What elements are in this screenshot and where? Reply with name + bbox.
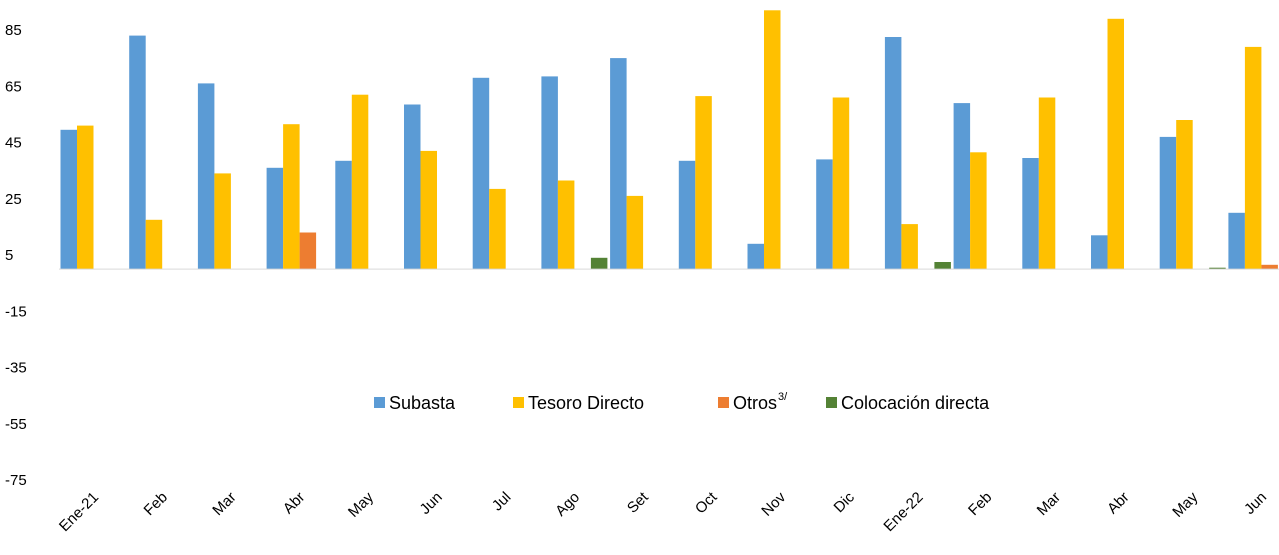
x-tick-label: Feb — [965, 489, 995, 519]
bar-otros-3 — [299, 232, 317, 270]
bar-tesoro-directo-14 — [1038, 97, 1056, 270]
x-tick-label: Oct — [692, 488, 721, 517]
x-tick-label: May — [1169, 488, 1201, 520]
x-tick-label: Ago — [552, 489, 583, 520]
bar-subasta-1 — [129, 35, 146, 269]
bar-subasta-12 — [884, 37, 902, 269]
bar-tesoro-directo-7 — [557, 180, 575, 270]
x-axis-ticks: Ene-21 Feb Mar Abr May Jun Jul Ago Set Oct Nov Dic E… — [56, 488, 1270, 535]
y-tick-label: -15 — [5, 303, 27, 320]
x-tick-label: Mar — [209, 489, 239, 519]
bar-subasta-10 — [747, 243, 764, 270]
bar-tesoro-directo-11 — [832, 97, 850, 270]
y-tick-label: 85 — [5, 22, 22, 39]
bar-subasta-3 — [266, 167, 284, 270]
bar-tesoro-directo-12 — [901, 224, 918, 270]
x-tick-label: May — [345, 488, 377, 520]
x-tick-label: Abr — [280, 489, 309, 518]
legend-swatch-colocaci-n-directa — [826, 397, 837, 408]
bar-colocaci-n-directa-12 — [934, 262, 951, 269]
bar-tesoro-directo-10 — [764, 10, 781, 270]
bars-group — [60, 10, 1278, 270]
bar-subasta-5 — [404, 104, 421, 269]
bar-tesoro-directo-6 — [489, 188, 506, 270]
bar-tesoro-directo-5 — [420, 150, 437, 269]
bar-colocaci-n-directa-16 — [1209, 267, 1226, 270]
bar-subasta-4 — [335, 160, 352, 270]
x-tick-label: Mar — [1034, 489, 1064, 519]
y-tick-label: 45 — [5, 135, 22, 152]
x-tick-label: Jun — [1241, 489, 1270, 518]
bar-subasta-17 — [1228, 212, 1245, 270]
bar-tesoro-directo-13 — [970, 152, 987, 269]
legend-superscript: 3/ — [778, 391, 788, 403]
bar-colocaci-n-directa-7 — [590, 257, 608, 270]
bar-subasta-13 — [953, 103, 971, 269]
bar-tesoro-directo-15 — [1107, 18, 1124, 270]
bar-subasta-8 — [610, 58, 627, 269]
legend-label: Tesoro Directo — [528, 393, 644, 413]
bar-tesoro-directo-16 — [1176, 120, 1193, 270]
x-tick-label: Ene-22 — [880, 489, 926, 535]
legend: Subasta Tesoro Directo Otros 3/Colocación d… — [374, 391, 990, 413]
legend-label: Subasta — [389, 393, 456, 413]
y-tick-label: 5 — [5, 247, 13, 264]
legend-swatch-subasta — [374, 397, 385, 408]
bar-otros-17 — [1261, 264, 1278, 269]
y-axis-ticks: 85 65 45 25 5 -15 -35 -55 -75 — [5, 22, 27, 489]
bar-subasta-9 — [678, 160, 696, 270]
x-tick-label: Ene-21 — [56, 489, 102, 535]
bar-tesoro-directo-3 — [283, 124, 300, 269]
bar-tesoro-directo-9 — [695, 96, 712, 270]
y-tick-label: 25 — [5, 191, 22, 208]
legend-label: Colocación directa — [841, 393, 990, 413]
bar-tesoro-directo-0 — [77, 125, 94, 269]
y-tick-label: -35 — [5, 360, 27, 377]
x-tick-label: Jun — [417, 489, 446, 518]
x-tick-label: Jul — [489, 489, 515, 515]
legend-label: Otros — [733, 393, 777, 413]
bar-subasta-11 — [816, 159, 833, 270]
bar-tesoro-directo-8 — [626, 195, 644, 269]
y-tick-label: -55 — [5, 416, 27, 433]
bar-tesoro-directo-4 — [351, 94, 369, 270]
bar-subasta-14 — [1022, 158, 1039, 270]
bar-subasta-16 — [1159, 136, 1177, 270]
legend-swatch-otros — [718, 397, 729, 408]
x-tick-label: Feb — [141, 489, 171, 519]
x-tick-label: Dic — [831, 488, 859, 516]
x-tick-label: Abr — [1104, 489, 1133, 518]
bar-subasta-7 — [541, 76, 558, 270]
bar-tesoro-directo-1 — [145, 219, 163, 269]
y-tick-label: -75 — [5, 472, 27, 489]
bar-tesoro-directo-17 — [1244, 46, 1262, 270]
y-tick-label: 65 — [5, 78, 22, 95]
legend-swatch-tesoro-directo — [513, 397, 524, 408]
x-tick-label: Nov — [758, 488, 789, 519]
x-tick-label: Set — [624, 488, 653, 517]
bar-tesoro-directo-2 — [214, 173, 231, 269]
bar-subasta-15 — [1091, 235, 1108, 270]
bar-subasta-6 — [472, 77, 490, 270]
bar-subasta-0 — [60, 129, 77, 269]
bar-subasta-2 — [197, 83, 215, 270]
